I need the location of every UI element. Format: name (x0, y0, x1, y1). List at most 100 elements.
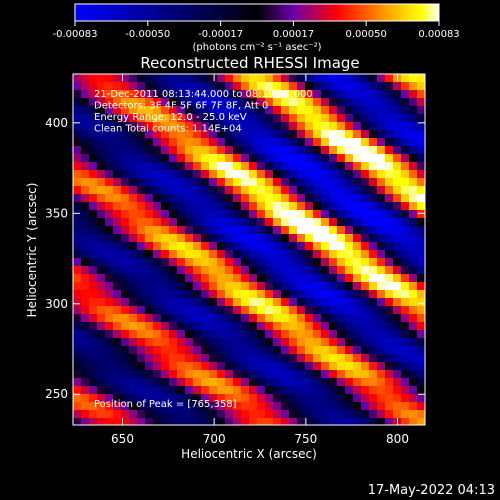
heatmap-cell (305, 322, 313, 330)
heatmap-cell (289, 258, 297, 266)
heatmap-cell (393, 114, 401, 122)
heatmap-cell (169, 282, 177, 290)
heatmap-cell (385, 362, 393, 370)
heatmap-cell (161, 98, 169, 106)
heatmap-cell (217, 194, 225, 202)
heatmap-cell (73, 250, 81, 258)
heatmap-cell (313, 114, 321, 122)
heatmap-cell (89, 370, 97, 378)
heatmap-cell (385, 386, 393, 394)
heatmap-cell (321, 90, 329, 98)
heatmap-cell (225, 218, 233, 226)
heatmap-cell (177, 74, 185, 82)
annotation-line: Energy Range: 12.0 - 25.0 keV (94, 112, 247, 123)
heatmap-cell (129, 114, 137, 122)
heatmap-cell (209, 330, 217, 338)
heatmap-cell (369, 154, 377, 162)
heatmap-cell (249, 410, 257, 418)
heatmap-cell (121, 106, 129, 114)
heatmap-cell (273, 146, 281, 154)
heatmap-cell (145, 114, 153, 122)
heatmap-cell (137, 234, 145, 242)
heatmap-cell (401, 130, 409, 138)
heatmap-cell (121, 146, 129, 154)
heatmap-cell (401, 194, 409, 202)
heatmap-cell (129, 178, 137, 186)
heatmap-cell (153, 362, 161, 370)
heatmap-cell (385, 130, 393, 138)
heatmap-cell (345, 90, 353, 98)
heatmap-cell (385, 346, 393, 354)
heatmap-cell (409, 154, 417, 162)
heatmap-cell (113, 202, 121, 210)
heatmap-cell (145, 234, 153, 242)
heatmap-cell (177, 114, 185, 122)
heatmap-cell (281, 114, 289, 122)
heatmap-cell (137, 354, 145, 362)
heatmap-cell (73, 170, 81, 178)
heatmap-cell (313, 122, 321, 130)
heatmap-cell (393, 90, 401, 98)
heatmap-cell (417, 82, 425, 90)
heatmap-cell (313, 146, 321, 154)
heatmap-cell (369, 162, 377, 170)
heatmap-cell (193, 402, 201, 410)
heatmap-cell (249, 162, 257, 170)
y-axis-label: Heliocentric Y (arcsec) (25, 183, 39, 318)
heatmap-cell (105, 130, 113, 138)
heatmap-cell (377, 242, 385, 250)
heatmap-cell (129, 130, 137, 138)
heatmap-cell (369, 114, 377, 122)
heatmap-cell (161, 386, 169, 394)
heatmap-cell (369, 82, 377, 90)
heatmap-cell (345, 154, 353, 162)
heatmap-cell (153, 114, 161, 122)
heatmap-cell (385, 106, 393, 114)
x-tick-label: 800 (386, 432, 409, 446)
heatmap-cell (257, 130, 265, 138)
heatmap-cell (225, 402, 233, 410)
heatmap-cell (169, 114, 177, 122)
heatmap-cell (281, 410, 289, 418)
heatmap-cell (385, 162, 393, 170)
heatmap-cell (97, 114, 105, 122)
heatmap-cell (169, 210, 177, 218)
heatmap-cell (241, 338, 249, 346)
heatmap-cell (313, 178, 321, 186)
heatmap-cell (297, 146, 305, 154)
heatmap-cell (337, 242, 345, 250)
heatmap-cell (249, 394, 257, 402)
heatmap-cell (233, 386, 241, 394)
heatmap-cell (193, 330, 201, 338)
heatmap-cell (337, 274, 345, 282)
heatmap-cell (401, 90, 409, 98)
heatmap-cell (97, 290, 105, 298)
heatmap-cell (193, 346, 201, 354)
heatmap-cell (97, 394, 105, 402)
heatmap-cell (321, 418, 329, 425)
heatmap-cell (361, 346, 369, 354)
heatmap-cell (337, 122, 345, 130)
heatmap-cell (209, 282, 217, 290)
heatmap-cell (289, 338, 297, 346)
heatmap-cell (273, 322, 281, 330)
heatmap-cell (345, 130, 353, 138)
heatmap-cell (153, 306, 161, 314)
heatmap-cell (121, 114, 129, 122)
heatmap-cell (105, 106, 113, 114)
heatmap-cell (249, 282, 257, 290)
heatmap-cell (385, 274, 393, 282)
heatmap-cell (121, 362, 129, 370)
heatmap-cell (401, 354, 409, 362)
heatmap-cell (313, 90, 321, 98)
heatmap-cell (361, 170, 369, 178)
heatmap-cell (153, 154, 161, 162)
heatmap-cell (169, 410, 177, 418)
heatmap-cell (81, 82, 89, 90)
heatmap-cell (281, 130, 289, 138)
heatmap-cell (305, 98, 313, 106)
heatmap-cell (369, 226, 377, 234)
heatmap-cell (393, 210, 401, 218)
heatmap-cell (73, 154, 81, 162)
